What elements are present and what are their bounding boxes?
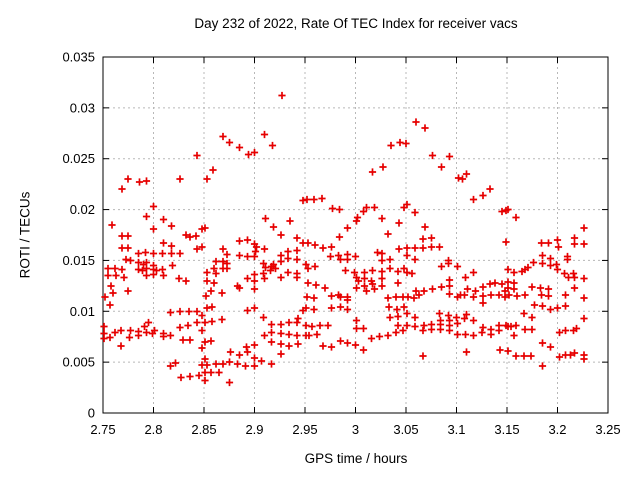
x-axis-label: GPS time / hours xyxy=(304,451,408,466)
plot-border xyxy=(102,56,609,414)
y-tick-label: 0.035 xyxy=(62,50,95,65)
x-tick-label: 3.2 xyxy=(548,422,566,437)
y-tick-label: 0.02 xyxy=(70,202,95,217)
x-tick-label: 3.15 xyxy=(494,422,519,437)
x-tick-label: 2.8 xyxy=(144,422,162,437)
x-tick-label: 2.75 xyxy=(90,422,115,437)
x-tick-label: 3.25 xyxy=(595,422,620,437)
chart-title: Day 232 of 2022, Rate Of TEC Index for r… xyxy=(194,16,518,31)
data-points xyxy=(100,91,588,387)
y-tick-label: 0.025 xyxy=(62,151,95,166)
x-tick-label: 3 xyxy=(352,422,359,437)
x-tick-label: 2.95 xyxy=(292,422,317,437)
y-tick-label: 0.005 xyxy=(62,355,95,370)
y-tick-label: 0.01 xyxy=(70,304,95,319)
x-tick-label: 2.9 xyxy=(245,422,263,437)
y-tick-label: 0.03 xyxy=(70,100,95,115)
y-tick-label: 0 xyxy=(88,406,95,421)
x-tick-label: 3.05 xyxy=(393,422,418,437)
y-tick-label: 0.015 xyxy=(62,253,95,268)
x-tick-label: 3.1 xyxy=(447,422,465,437)
x-tick-label: 2.85 xyxy=(191,422,216,437)
